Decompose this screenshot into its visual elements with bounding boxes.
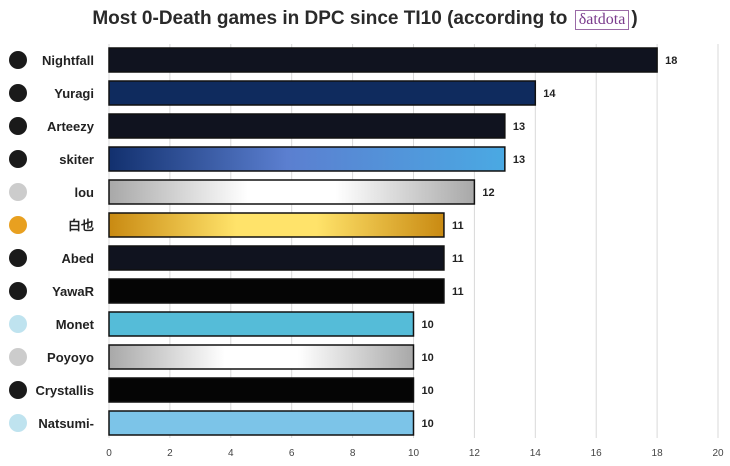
datdota-logo: δatdota xyxy=(574,10,630,30)
category-label: Crystallis xyxy=(35,383,94,398)
eg-logo-icon xyxy=(9,249,27,267)
title-suffix: ) xyxy=(631,8,638,29)
category-label: Nightfall xyxy=(42,53,94,68)
bar xyxy=(108,278,445,304)
bar xyxy=(108,410,415,436)
data-label: 10 xyxy=(422,319,434,331)
x-tick-label: 14 xyxy=(530,448,542,459)
data-label: 12 xyxy=(482,187,494,199)
category-label: Arteezy xyxy=(47,119,95,134)
og-logo-icon xyxy=(9,84,27,102)
data-label: 11 xyxy=(452,220,464,232)
x-tick-label: 2 xyxy=(167,448,173,459)
mad-kings-logo-icon xyxy=(9,216,27,234)
category-label: lou xyxy=(75,185,95,200)
vp-logo-icon xyxy=(9,183,27,201)
chart-title: Most 0-Death games in DPC since TI10 (ac… xyxy=(0,8,730,30)
aster-logo-icon xyxy=(9,414,27,432)
category-label: Poyoyo xyxy=(47,350,94,365)
tundra-logo-icon xyxy=(9,150,27,168)
eg-logo-icon xyxy=(9,117,27,135)
data-label: 13 xyxy=(513,154,525,166)
data-label: 18 xyxy=(665,55,677,67)
bar xyxy=(108,179,476,205)
data-label: 10 xyxy=(422,385,434,397)
x-tick-label: 10 xyxy=(408,448,420,459)
bar xyxy=(108,146,506,172)
x-tick-label: 0 xyxy=(106,448,112,459)
x-tick-label: 16 xyxy=(591,448,603,459)
category-label: 白也 xyxy=(68,218,94,233)
secret-logo-icon xyxy=(9,381,27,399)
data-label: 11 xyxy=(452,253,464,265)
bar xyxy=(108,377,415,403)
data-label: 11 xyxy=(452,286,464,298)
vici-logo-icon xyxy=(9,348,27,366)
x-tick-label: 20 xyxy=(712,448,724,459)
bar xyxy=(108,344,415,370)
x-tick-label: 4 xyxy=(228,448,234,459)
data-label: 13 xyxy=(513,121,525,133)
category-label: Yuragi xyxy=(54,86,94,101)
title-text: Most 0-Death games in DPC since TI10 (ac… xyxy=(92,8,568,29)
data-label: 14 xyxy=(543,88,556,100)
category-label: YawaR xyxy=(52,284,95,299)
bar xyxy=(108,311,415,337)
qc-logo-icon xyxy=(9,282,27,300)
eg-logo-icon xyxy=(9,51,27,69)
aster-logo-icon xyxy=(9,315,27,333)
data-label: 10 xyxy=(422,418,434,430)
category-label: skiter xyxy=(59,152,94,167)
bar xyxy=(108,47,658,73)
bar xyxy=(108,245,445,271)
bar xyxy=(108,80,537,106)
data-label: 10 xyxy=(422,352,434,364)
category-label: Abed xyxy=(62,251,95,266)
x-tick-label: 18 xyxy=(652,448,664,459)
category-label: Monet xyxy=(56,317,95,332)
x-tick-label: 12 xyxy=(469,448,481,459)
x-tick-label: 8 xyxy=(350,448,356,459)
category-label: Natsumi- xyxy=(38,416,94,431)
x-tick-label: 6 xyxy=(289,448,295,459)
bar xyxy=(108,212,445,238)
bar xyxy=(108,113,506,139)
